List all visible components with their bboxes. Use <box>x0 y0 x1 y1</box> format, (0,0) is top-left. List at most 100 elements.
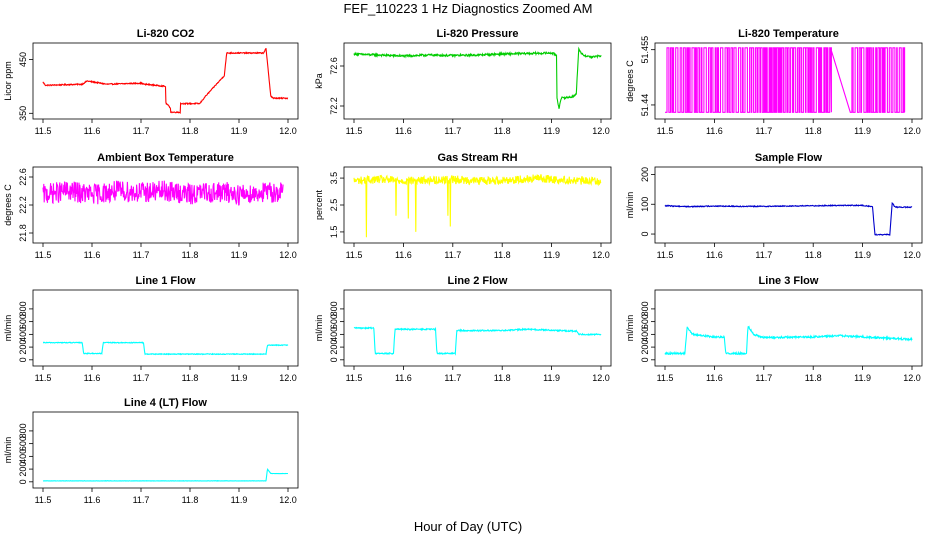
plot-frame <box>32 289 299 367</box>
x-tick-label: 11.8 <box>805 126 822 136</box>
y-tick-label: 3.5 <box>329 172 339 185</box>
x-tick-label: 11.8 <box>494 126 511 136</box>
y-tick-label: 200 <box>329 340 339 355</box>
x-tick-label: 11.8 <box>182 373 199 383</box>
x-tick-label: 11.7 <box>444 250 461 260</box>
x-tick-label: 11.6 <box>84 495 101 505</box>
x-tick-label: 11.9 <box>231 126 248 136</box>
y-tick-label: 450 <box>18 52 28 67</box>
x-tick-label: 11.6 <box>395 126 412 136</box>
series-group <box>664 202 913 236</box>
x-tick-label: 11.5 <box>657 250 674 260</box>
chart-title: Gas Stream RH <box>437 152 517 164</box>
y-tick-label: 0 <box>18 357 28 362</box>
y-tick-label: 200 <box>640 340 650 355</box>
chart-panel: Ambient Box Temperature degrees C 11.5 11.6… <box>3 152 299 260</box>
y-tick-label: 200 <box>18 340 28 355</box>
panel-grid: Li-820 CO2 Licor ppm 11.5 11.6 11.7 11.8 11.9 1… <box>3 28 923 505</box>
x-tick-label: 11.9 <box>854 250 871 260</box>
x-tick-label: 11.5 <box>346 250 363 260</box>
plot-frame <box>654 166 923 244</box>
series-group <box>42 48 289 114</box>
y-tick-label: 72.2 <box>329 97 339 115</box>
x-tick-label: 12.0 <box>592 126 610 136</box>
series-line <box>665 47 906 113</box>
x-tick-label: 11.9 <box>231 250 248 260</box>
chart-title: Line 2 Flow <box>448 275 508 287</box>
x-tick-label: 11.9 <box>854 373 871 383</box>
x-tick-label: 11.9 <box>231 495 248 505</box>
y-tick-label: 0 <box>329 357 339 362</box>
x-tick-label: 11.5 <box>346 126 363 136</box>
y-tick-label: 2.5 <box>329 199 339 212</box>
x-tick-label: 11.8 <box>494 373 511 383</box>
figure-title: FEF_110223 1 Hz Diagnostics Zoomed AM <box>343 1 592 16</box>
x-tick-label: 11.6 <box>84 250 101 260</box>
y-axis-label: ml/min <box>3 315 13 342</box>
y-tick-label: 400 <box>640 327 650 342</box>
y-axis-label: ml/min <box>625 315 635 342</box>
x-tick-label: 11.7 <box>444 373 461 383</box>
plot-frame <box>343 289 612 367</box>
series-line <box>42 341 289 356</box>
chart-panel: Li-820 Pressure kPa 11.5 11.6 11.7 11.8 11.9 12… <box>314 28 612 136</box>
y-axis-label: degrees C <box>3 184 13 226</box>
x-tick-label: 11.5 <box>346 373 363 383</box>
y-axis-label: ml/min <box>314 315 324 342</box>
y-tick-label: 400 <box>329 327 339 342</box>
y-tick-label: 800 <box>640 301 650 316</box>
series-group <box>353 326 602 356</box>
y-tick-label: 800 <box>18 301 28 316</box>
x-tick-label: 12.0 <box>592 373 610 383</box>
x-tick-label: 12.0 <box>279 373 297 383</box>
x-tick-label: 11.5 <box>35 250 52 260</box>
series-line <box>42 468 288 482</box>
series-group <box>353 174 602 238</box>
plot-frame <box>32 42 299 120</box>
chart-title: Line 4 (LT) Flow <box>124 397 207 409</box>
series-line <box>353 326 602 356</box>
series-line <box>353 46 602 109</box>
y-tick-label: 350 <box>18 106 28 121</box>
y-tick-label: 0 <box>18 479 28 484</box>
figure-x-axis-label: Hour of Day (UTC) <box>414 519 522 534</box>
x-tick-label: 11.9 <box>543 250 560 260</box>
chart-panel: Gas Stream RH percent 11.5 11.6 11.7 11.8 11.9… <box>314 152 612 260</box>
x-tick-label: 11.8 <box>182 126 199 136</box>
plot-frame <box>654 42 923 120</box>
series-group <box>42 468 288 482</box>
y-tick-label: 600 <box>329 314 339 329</box>
chart-title: Line 3 Flow <box>759 275 819 287</box>
x-tick-label: 11.6 <box>706 250 723 260</box>
y-tick-label: 400 <box>18 327 28 342</box>
chart-title: Ambient Box Temperature <box>97 152 234 164</box>
chart-title: Li-820 Temperature <box>738 28 839 40</box>
y-tick-label: 200 <box>18 462 28 477</box>
x-tick-label: 12.0 <box>279 250 297 260</box>
x-tick-label: 11.6 <box>84 373 101 383</box>
series-line <box>42 48 289 114</box>
chart-panel: Line 4 (LT) Flow ml/min 11.5 11.6 11.7 11.8 11… <box>3 397 299 505</box>
y-tick-label: 100 <box>640 197 650 212</box>
x-tick-label: 11.7 <box>133 495 150 505</box>
x-tick-label: 11.9 <box>543 126 560 136</box>
x-tick-label: 12.0 <box>903 126 921 136</box>
y-tick-label: 0 <box>640 232 650 237</box>
x-tick-label: 11.7 <box>133 373 150 383</box>
x-tick-label: 11.7 <box>755 250 772 260</box>
chart-panel: Line 2 Flow ml/min 11.5 11.6 11.7 11.8 11.9 12.… <box>314 275 612 383</box>
y-tick-label: 800 <box>329 301 339 316</box>
x-tick-label: 11.8 <box>805 250 822 260</box>
y-axis-label: Licor ppm <box>3 61 13 101</box>
x-tick-label: 12.0 <box>903 250 921 260</box>
y-tick-label: 400 <box>18 449 28 464</box>
x-tick-label: 11.5 <box>35 126 52 136</box>
chart-title: Li-820 CO2 <box>137 28 194 40</box>
x-tick-label: 11.6 <box>706 373 723 383</box>
chart-title: Li-820 Pressure <box>437 28 519 40</box>
x-tick-label: 11.9 <box>543 373 560 383</box>
x-tick-label: 11.8 <box>182 495 199 505</box>
x-tick-label: 11.7 <box>755 373 772 383</box>
y-tick-label: 0 <box>640 357 650 362</box>
